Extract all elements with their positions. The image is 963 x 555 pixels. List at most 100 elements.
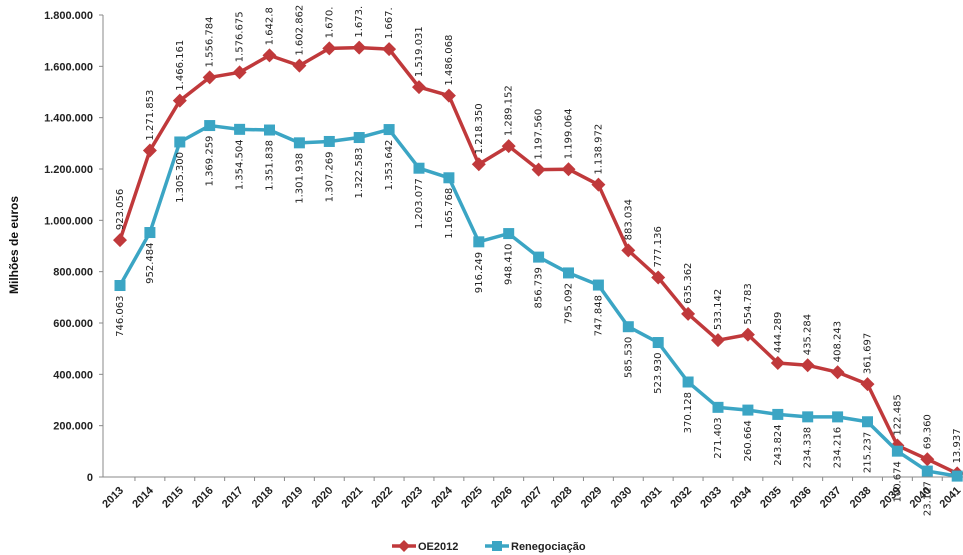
data-point <box>533 251 545 263</box>
x-tick-label: 2014 <box>130 484 156 510</box>
data-label: 122.485 <box>892 394 903 435</box>
data-label: 69.360 <box>922 414 933 449</box>
legend: OE2012 Renegociação <box>392 540 586 553</box>
data-point <box>742 404 754 416</box>
y-tick-label: 1.600.000 <box>44 61 93 73</box>
data-label: 777.136 <box>653 226 664 267</box>
data-point <box>651 270 666 285</box>
data-point <box>740 327 755 342</box>
data-label: 952.484 <box>145 243 156 284</box>
data-point <box>441 88 456 103</box>
x-tick-label: 2030 <box>609 485 635 511</box>
data-point <box>113 233 127 248</box>
data-point <box>770 355 785 370</box>
x-tick-label: 2035 <box>758 485 784 511</box>
legend-marker-OE2012 <box>398 540 410 552</box>
data-label: 795.092 <box>564 283 575 324</box>
data-point <box>802 411 814 423</box>
data-point <box>413 162 425 174</box>
data-label: 444.289 <box>773 312 784 353</box>
y-tick-label: 800.000 <box>53 267 93 279</box>
data-label: 856.739 <box>534 267 545 308</box>
data-point <box>531 162 546 177</box>
y-tick-label: 600.000 <box>53 318 93 330</box>
y-tick-label: 1.800.000 <box>44 10 93 22</box>
data-point <box>800 358 815 373</box>
x-tick-label: 2019 <box>280 485 306 511</box>
x-tick-label: 2024 <box>429 484 455 510</box>
data-label: 1.138.972 <box>593 124 604 175</box>
data-point <box>563 267 574 279</box>
data-label: 1.642.8 <box>265 7 276 45</box>
data-label: 533.142 <box>713 289 724 330</box>
legend-marker-Renegociacao <box>492 541 502 551</box>
data-label: 271.403 <box>713 417 724 458</box>
data-label: 523.930 <box>653 353 664 394</box>
data-label: 1.165.768 <box>444 188 455 239</box>
data-label: 1.199.064 <box>564 108 575 159</box>
x-tick-label: 2034 <box>728 484 754 510</box>
data-label: 243.824 <box>773 424 784 465</box>
data-point <box>951 470 963 482</box>
x-tick-label: 2038 <box>848 485 874 511</box>
data-point <box>412 80 426 95</box>
x-tick-labels: 2013 2014 2015 2016 2017 2018 2019 2020 2021 2022… <box>100 484 963 510</box>
data-label: 361.697 <box>863 333 874 374</box>
data-point <box>322 41 337 56</box>
data-label: 1.271.853 <box>145 90 156 141</box>
data-label: 1.369.259 <box>205 136 216 187</box>
data-point <box>383 124 395 136</box>
data-point <box>204 120 216 132</box>
data-point <box>592 279 604 291</box>
data-point <box>652 337 664 349</box>
data-label: 1.602.862 <box>294 5 305 56</box>
data-point <box>832 411 844 423</box>
data-point <box>471 157 486 172</box>
legend-label-Renegociacao: Renegociação <box>511 541 586 553</box>
data-label: 1.197.560 <box>534 109 545 160</box>
data-point <box>353 132 365 144</box>
data-point <box>293 137 305 149</box>
data-point <box>711 333 725 348</box>
data-label: 1.289.152 <box>504 85 515 136</box>
data-point <box>712 401 724 413</box>
data-label: 370.128 <box>683 392 694 433</box>
x-tick-label: 2029 <box>579 485 605 511</box>
data-label: 554.783 <box>743 283 754 324</box>
data-point <box>860 377 875 392</box>
x-tick-label: 2015 <box>160 485 186 511</box>
data-label: 234.338 <box>803 427 814 468</box>
x-tick-label: 2033 <box>698 485 724 511</box>
x-tick-label: 2025 <box>459 485 485 511</box>
y-tick-label: 400.000 <box>53 369 93 381</box>
data-label: 1.466.161 <box>175 40 186 91</box>
data-point <box>202 70 217 85</box>
data-label: 408.243 <box>833 321 844 362</box>
data-point <box>234 123 246 135</box>
data-label: 747.848 <box>593 295 604 336</box>
data-label: 1.519.031 <box>414 26 425 77</box>
data-point <box>503 228 515 240</box>
data-label: 260.664 <box>743 420 754 461</box>
data-label: 635.362 <box>683 263 694 304</box>
data-point <box>352 40 367 55</box>
y-axis-label: Milhões de euros <box>7 196 21 294</box>
data-point <box>232 65 247 80</box>
x-tick-label: 2032 <box>668 485 694 511</box>
data-point <box>501 139 516 154</box>
data-label: 916.249 <box>474 252 485 293</box>
x-tick-label: 2031 <box>639 485 665 511</box>
data-point <box>622 321 634 333</box>
data-point <box>142 143 157 158</box>
x-tick-label: 2013 <box>100 485 126 511</box>
data-point <box>292 58 307 73</box>
data-label: 435.284 <box>803 314 814 355</box>
data-point <box>921 465 933 477</box>
y-tick-labels: 0 200.000 400.000 600.000 800.000 1.000.000 1.… <box>44 10 93 484</box>
x-tick-label: 2041 <box>938 485 963 511</box>
data-label: 23.127 <box>922 481 933 516</box>
x-tick-label: 2022 <box>369 485 395 511</box>
legend-label-OE2012: OE2012 <box>418 541 458 553</box>
y-tick-label: 200.000 <box>53 421 93 433</box>
y-tick-label: 0 <box>87 472 93 484</box>
